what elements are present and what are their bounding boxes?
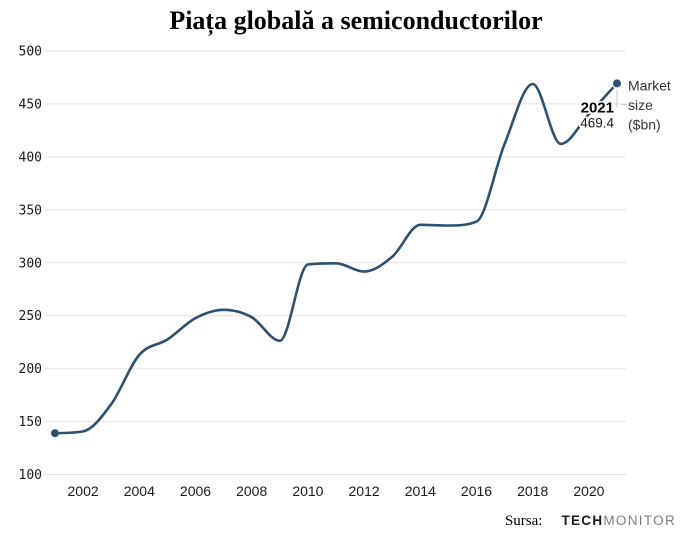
x-tick-label: 2008 — [236, 483, 267, 499]
annotation-value: 469.4 — [580, 115, 614, 130]
y-tick-label: 450 — [19, 97, 42, 112]
series-line — [53, 82, 619, 435]
x-tick-label: 2018 — [517, 483, 548, 499]
annotation-year: 2021 — [581, 99, 614, 116]
series-label-line: size — [628, 97, 653, 113]
x-tick-label: 2012 — [349, 483, 380, 499]
source-label: Sursa: — [504, 513, 543, 529]
x-tick-label: 2010 — [292, 483, 323, 499]
y-tick-label: 500 — [19, 45, 42, 60]
series-label-line: ($bn) — [628, 116, 661, 132]
x-tick-label: 2004 — [124, 483, 155, 499]
x-tick-label: 2002 — [68, 483, 99, 499]
x-tick-label: 2020 — [573, 483, 604, 499]
y-tick-label: 400 — [19, 150, 42, 165]
y-tick-label: 350 — [19, 203, 42, 218]
logo-text-monitor: MONITOR — [603, 513, 676, 528]
techmonitor-logo: TECHMONITOR — [561, 512, 676, 530]
y-tick-label: 300 — [19, 256, 42, 271]
logo-text-tech: TECH — [561, 513, 604, 528]
start-point-dot — [51, 429, 59, 438]
source-footer: Sursa: TECHMONITOR — [505, 512, 676, 530]
y-tick-label: 100 — [19, 468, 42, 483]
y-tick-label: 250 — [19, 309, 42, 324]
chart-title: Piața globală a semiconductorilor — [169, 6, 543, 35]
x-tick-label: 2014 — [405, 483, 436, 499]
series-label-line: Market — [628, 77, 671, 93]
end-point-dot — [613, 79, 621, 88]
y-tick-label: 200 — [19, 362, 42, 377]
x-tick-label: 2016 — [461, 483, 492, 499]
x-tick-label: 2006 — [180, 483, 211, 499]
y-tick-label: 150 — [19, 415, 42, 430]
